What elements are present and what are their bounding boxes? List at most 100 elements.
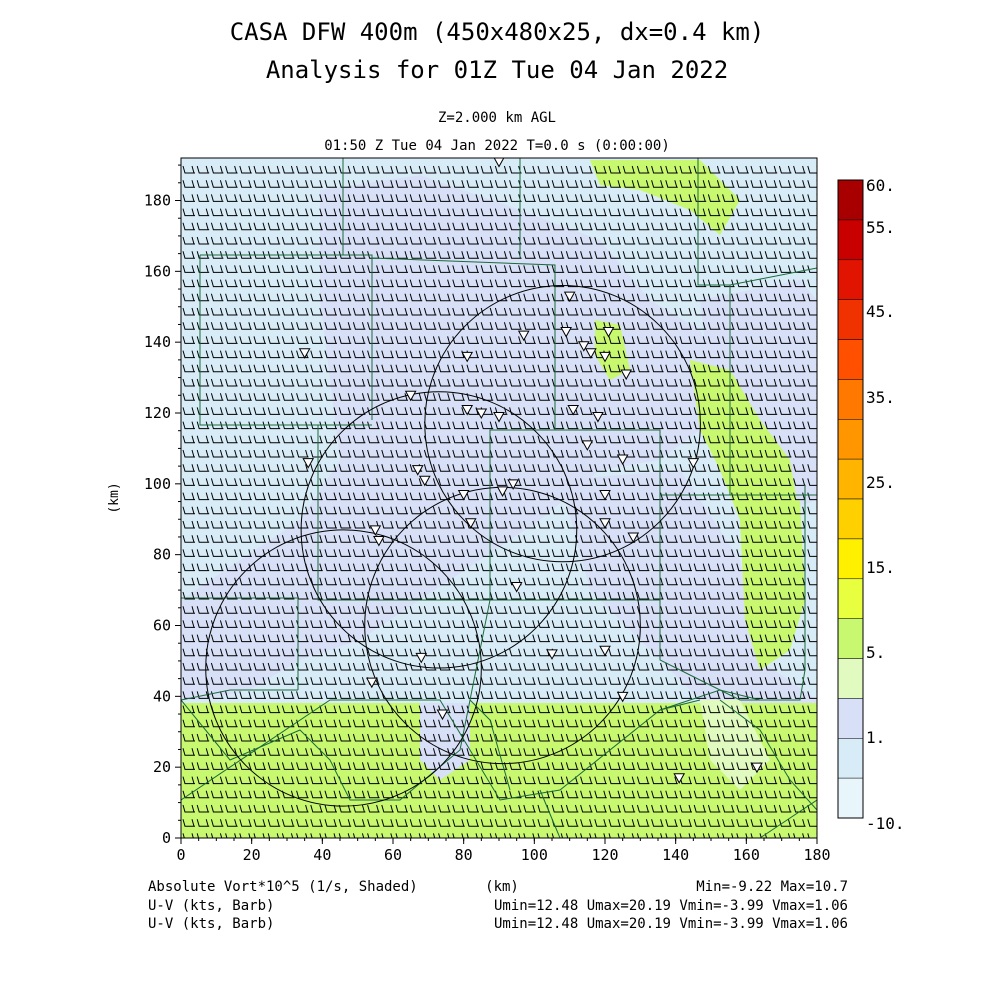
wind-barb [537,776,550,785]
wind-barb [636,535,650,543]
wind-barb [707,407,721,415]
wind-barb [423,748,437,756]
wind-barb [239,378,252,387]
wind-barb [509,804,522,813]
wind-barb [196,833,209,838]
wind-barb [210,819,224,827]
wind-barb [480,393,494,401]
wind-barb [395,776,408,785]
wind-barb [395,833,407,838]
wind-barb [679,719,692,728]
wind-barb [409,407,423,415]
wind-barb [324,563,337,572]
wind-barb [452,180,465,188]
wind-barb [452,506,465,515]
wind-barb [438,265,451,273]
wind-barb [509,506,522,515]
wind-barb [352,322,366,330]
wind-barb [665,350,678,359]
wind-barb [622,804,636,813]
wind-barb [693,208,707,217]
wind-barb [466,549,479,557]
wind-barb [182,776,195,785]
wind-barb [807,535,817,543]
wind-barb [367,279,380,288]
wind-barb [281,265,295,273]
wind-barb [565,464,579,472]
wind-barb [182,165,195,174]
wind-barb [210,506,224,515]
wind-barb [807,833,817,838]
wind-barb [580,322,593,330]
wind-barb [679,790,692,799]
wind-barb [423,591,437,600]
wind-barb [225,790,238,799]
wind-barb [764,748,778,756]
wind-barb [310,819,323,827]
wind-barb [679,279,692,288]
wind-barb [764,393,778,401]
wind-barb [551,577,565,586]
wind-barb [807,336,817,344]
wind-barb [707,293,721,302]
wind-barb [409,748,423,756]
station-marker [673,773,686,784]
wind-barb [565,606,579,614]
wind-barb [750,222,763,231]
wind-barb [182,194,195,202]
wind-barb [423,180,437,188]
wind-barb [736,222,749,231]
wind-barb [423,549,437,557]
wind-barb [665,393,678,401]
wind-barb [494,733,508,742]
wind-barb [636,208,650,217]
wind-barb [509,776,522,785]
wind-barb [622,378,636,387]
wind-barb [736,776,749,785]
wind-barb [750,464,763,472]
station-marker [563,291,576,303]
wind-barb [452,421,465,430]
wind-barb [494,222,508,231]
wind-barb [722,293,735,302]
wind-barb [622,677,636,685]
wind-barb [480,691,494,699]
wind-barb [338,577,352,586]
wind-barb [594,733,607,742]
wind-barb [693,322,707,330]
wind-barb [580,634,593,643]
wind-barb [523,208,536,217]
wind-barb [793,705,806,714]
wind-barb [281,662,295,671]
wind-barb [210,719,224,728]
barb-stats-1: Umin=12.48 Umax=20.19 Vmin=-3.99 Vmax=1.… [494,898,848,914]
wind-barb [750,634,763,643]
wind-barb [778,421,792,430]
wind-barb [423,620,437,628]
wind-barb [722,606,735,614]
wind-barb [182,549,195,557]
wind-barb [580,208,593,217]
wind-barb [580,293,593,302]
wind-barb [352,180,366,188]
wind-barb [225,620,238,628]
wind-barb [707,776,721,785]
wind-barb [722,833,734,838]
wind-barb [267,165,281,174]
wind-barb [338,691,352,699]
wind-barb [267,322,281,330]
wind-barb [565,478,579,486]
wind-barb [707,620,721,628]
wind-barb [480,350,494,359]
wind-barb [565,307,579,316]
wind-barb [537,549,550,557]
wind-barb [778,208,792,217]
wind-barb [636,350,650,359]
wind-barb [636,194,650,202]
wind-barb [438,634,451,643]
wind-barb [594,364,607,373]
wind-barb [438,208,451,217]
wind-barb [764,194,778,202]
wind-barb [480,180,494,188]
wind-barb [509,733,522,742]
